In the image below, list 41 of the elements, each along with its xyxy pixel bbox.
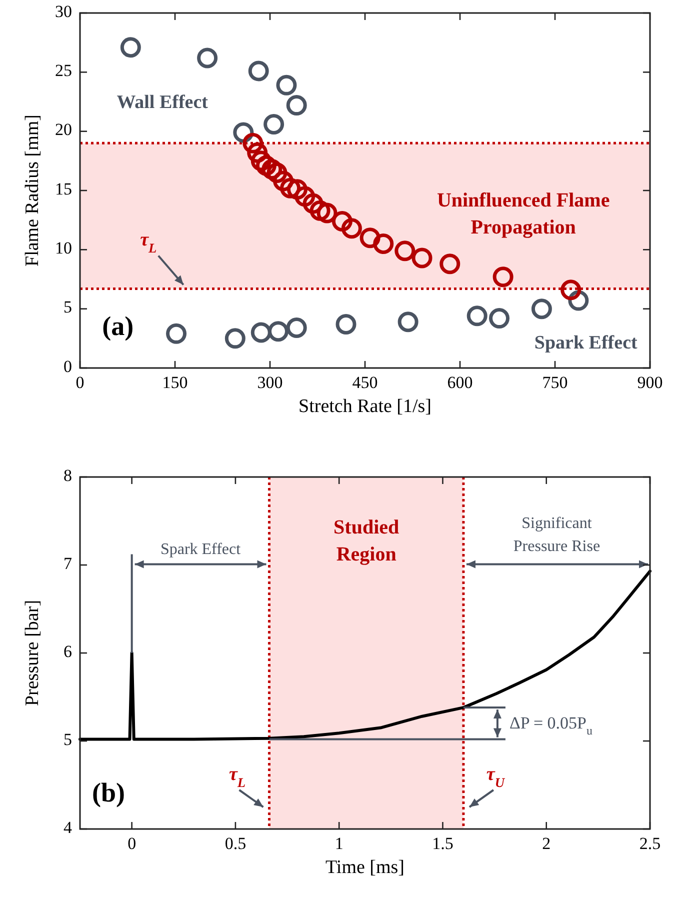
annotation: (a) <box>102 311 134 342</box>
ref-line-label: τ$_{L}$ <box>228 764 246 790</box>
x-tick-label: 2.5 <box>639 834 661 853</box>
x-tick-label: 450 <box>352 373 378 392</box>
x-tick-label: 2 <box>542 834 551 853</box>
x-tick-label: 0 <box>128 834 136 853</box>
y-tick-label: 25 <box>55 61 72 80</box>
y-tick-label: 7 <box>64 554 72 573</box>
x-tick-label: 0.5 <box>224 834 246 853</box>
annotation: (b) <box>92 778 125 808</box>
ref-line-label: τ$_{U}$ <box>486 764 506 790</box>
band-label: Uninfluenced Flame Propagation <box>436 190 610 239</box>
annotation: Spark Effect <box>160 540 242 558</box>
y-tick-label: 10 <box>55 238 72 258</box>
x-tick-label: 300 <box>257 373 283 392</box>
annotation: Wall Effect <box>116 92 209 114</box>
x-tick-label: 150 <box>162 373 188 392</box>
y-tick-label: 8 <box>64 466 72 485</box>
x-tick-label: 1.5 <box>432 834 454 853</box>
x-tick-label: 0 <box>76 373 84 392</box>
x-tick-label: 900 <box>637 373 663 392</box>
y-tick-label: 30 <box>55 2 72 21</box>
band-label: Studied Region <box>334 516 400 566</box>
y-tick-label: 4 <box>64 818 72 837</box>
y-tick-label: 5 <box>64 730 72 749</box>
y-tick-label: 5 <box>64 298 72 317</box>
y-tick-label: 0 <box>64 356 72 376</box>
x-axis-title: Time [ms] <box>325 857 405 878</box>
y-tick-label: 15 <box>55 179 72 198</box>
annotation: Spark Effect <box>534 332 638 354</box>
x-tick-label: 750 <box>542 373 568 392</box>
y-tick-label: 20 <box>55 120 72 140</box>
x-tick-label: 1 <box>334 834 344 853</box>
x-axis-title: Stretch Rate [1/s] <box>298 396 432 417</box>
y-tick-label: 6 <box>64 642 72 661</box>
y-axis-title: Flame Radius [mm] <box>22 114 43 266</box>
x-tick-label: 600 <box>447 373 473 392</box>
annotation: ΔP = 0.05P$_{u}$ <box>509 713 593 738</box>
y-axis-title: Pressure [bar] <box>22 600 43 706</box>
annotation: Significant Pressure Rise <box>513 514 600 555</box>
ref-line-label: τ$_{L}$ <box>140 230 157 256</box>
